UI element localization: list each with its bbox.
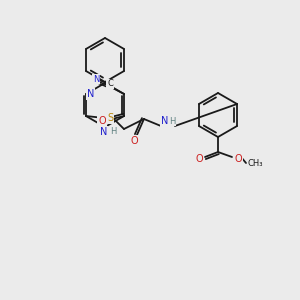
Text: H: H xyxy=(169,116,175,125)
Text: N: N xyxy=(87,89,94,99)
Text: O: O xyxy=(130,136,138,146)
Text: N: N xyxy=(161,116,169,126)
Text: S: S xyxy=(107,113,113,123)
Text: CH₃: CH₃ xyxy=(247,158,262,167)
Text: O: O xyxy=(195,154,203,164)
Text: N: N xyxy=(100,127,108,137)
Text: H: H xyxy=(110,128,116,136)
Text: O: O xyxy=(234,154,242,164)
Text: N: N xyxy=(93,74,99,83)
Text: C: C xyxy=(107,80,113,88)
Text: O: O xyxy=(98,116,106,126)
